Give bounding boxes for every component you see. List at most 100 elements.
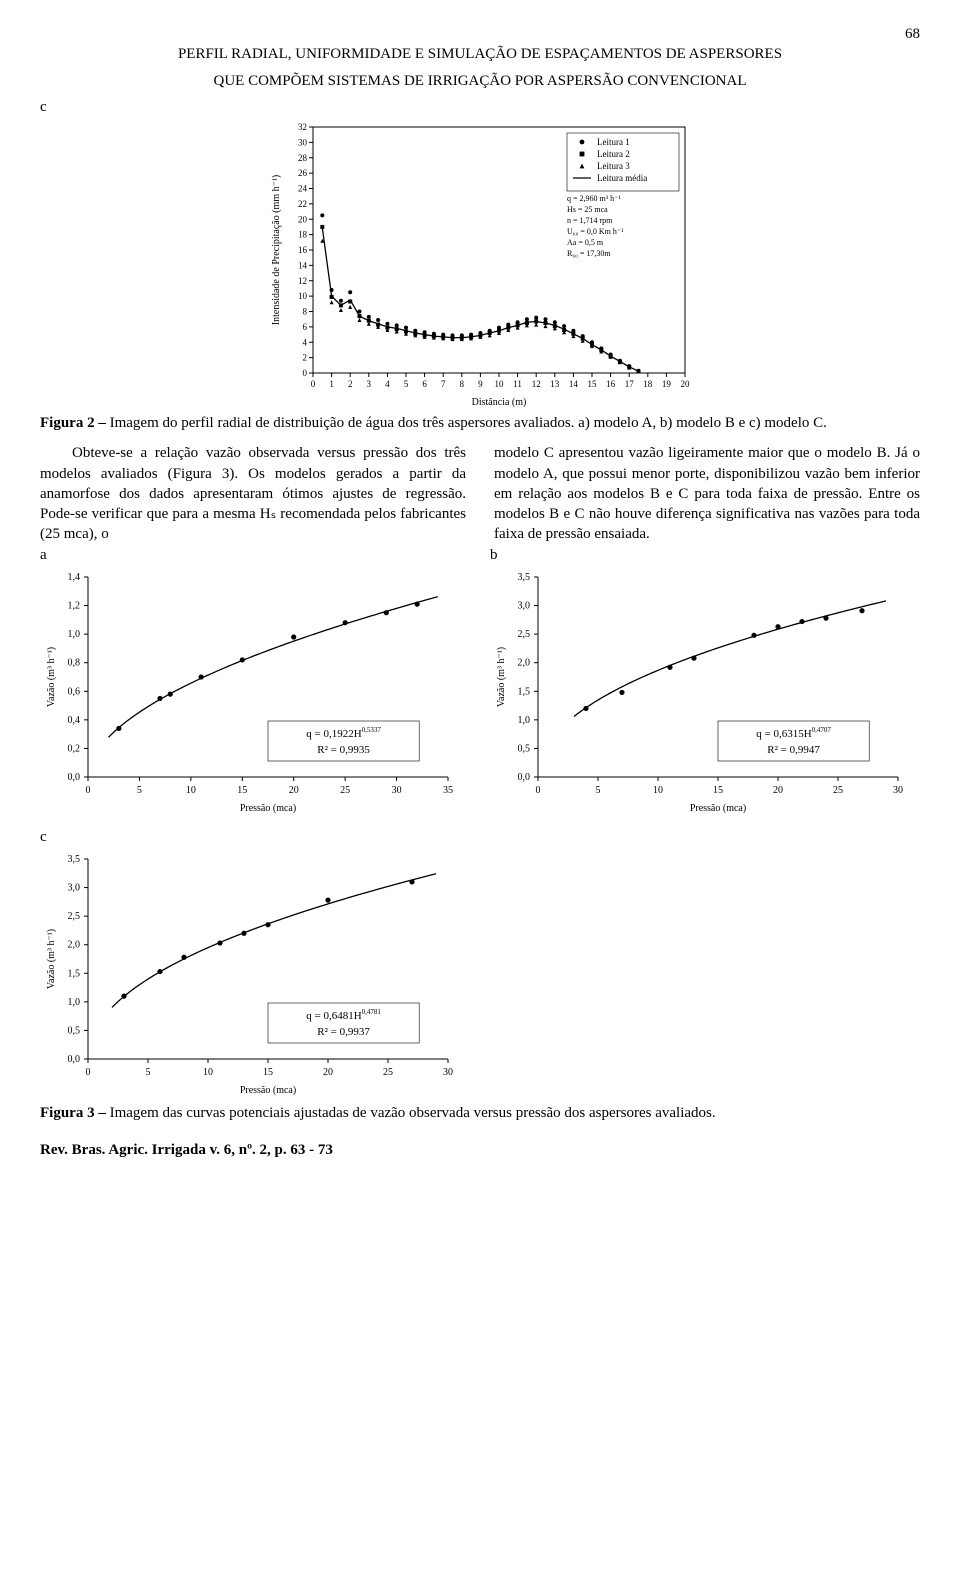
svg-text:2: 2 bbox=[348, 379, 353, 389]
svg-text:Pressão (mca): Pressão (mca) bbox=[690, 803, 746, 814]
svg-text:0,5: 0,5 bbox=[68, 1026, 81, 1037]
fig2-panel-label: c bbox=[40, 97, 920, 117]
svg-text:0,2: 0,2 bbox=[68, 743, 81, 754]
figure-3b-chart: 0510152025300,00,51,01,52,02,53,03,5Pres… bbox=[490, 567, 910, 817]
svg-text:20: 20 bbox=[289, 785, 299, 796]
svg-text:32: 32 bbox=[298, 122, 307, 132]
page-title-1: PERFIL RADIAL, UNIFORMIDADE E SIMULAÇÃO … bbox=[70, 44, 890, 64]
svg-text:10: 10 bbox=[298, 291, 308, 301]
svg-text:16: 16 bbox=[606, 379, 616, 389]
svg-text:0: 0 bbox=[536, 785, 541, 796]
svg-text:9: 9 bbox=[478, 379, 483, 389]
svg-text:3: 3 bbox=[367, 379, 372, 389]
figure-3-caption-strong: Figura 3 – bbox=[40, 1105, 110, 1121]
svg-text:R² = 0,9937: R² = 0,9937 bbox=[317, 1026, 370, 1038]
svg-text:22: 22 bbox=[298, 199, 307, 209]
svg-text:24: 24 bbox=[298, 184, 308, 194]
svg-text:1,0: 1,0 bbox=[68, 629, 81, 640]
svg-text:6: 6 bbox=[422, 379, 427, 389]
svg-text:Leitura média: Leitura média bbox=[597, 173, 647, 183]
svg-text:12: 12 bbox=[298, 276, 307, 286]
svg-text:0: 0 bbox=[311, 379, 316, 389]
svg-text:2,0: 2,0 bbox=[518, 657, 531, 668]
figure-3c-chart: 0510152025300,00,51,01,52,02,53,03,5Pres… bbox=[40, 849, 460, 1099]
svg-text:30: 30 bbox=[443, 1067, 453, 1078]
svg-text:Distância (m): Distância (m) bbox=[472, 397, 527, 408]
svg-text:18: 18 bbox=[643, 379, 653, 389]
svg-text:3,5: 3,5 bbox=[518, 572, 531, 583]
svg-text:30: 30 bbox=[298, 137, 308, 147]
svg-text:35: 35 bbox=[443, 785, 453, 796]
svg-text:3,5: 3,5 bbox=[68, 854, 81, 865]
svg-text:0,4: 0,4 bbox=[68, 715, 81, 726]
svg-text:17: 17 bbox=[625, 379, 635, 389]
svg-text:5: 5 bbox=[146, 1067, 151, 1078]
figure-2-chart: 0123456789101112131415161718192002468101… bbox=[265, 119, 695, 409]
svg-text:2: 2 bbox=[303, 353, 308, 363]
svg-text:0,5: 0,5 bbox=[518, 743, 531, 754]
svg-text:12: 12 bbox=[532, 379, 541, 389]
svg-text:18: 18 bbox=[298, 230, 308, 240]
svg-text:15: 15 bbox=[713, 785, 723, 796]
figure-2-caption: Figura 2 – Imagem do perfil radial de di… bbox=[40, 413, 920, 433]
svg-text:14: 14 bbox=[298, 260, 308, 270]
svg-text:19: 19 bbox=[662, 379, 672, 389]
svg-text:0: 0 bbox=[86, 785, 91, 796]
svg-text:5: 5 bbox=[137, 785, 142, 796]
svg-text:Vazão (m³ h⁻¹): Vazão (m³ h⁻¹) bbox=[46, 929, 57, 989]
svg-text:3,0: 3,0 bbox=[518, 600, 531, 611]
svg-text:Leitura 3: Leitura 3 bbox=[597, 161, 630, 171]
svg-text:28: 28 bbox=[298, 153, 308, 163]
svg-text:16: 16 bbox=[298, 245, 308, 255]
svg-text:q = 2,960 m³ h⁻¹: q = 2,960 m³ h⁻¹ bbox=[567, 194, 621, 203]
svg-text:10: 10 bbox=[653, 785, 663, 796]
svg-text:2,0: 2,0 bbox=[68, 940, 81, 951]
svg-text:3,0: 3,0 bbox=[68, 883, 81, 894]
page-number: 68 bbox=[40, 24, 920, 44]
svg-text:4: 4 bbox=[303, 337, 308, 347]
svg-text:1,5: 1,5 bbox=[68, 969, 81, 980]
svg-text:R² = 0,9947: R² = 0,9947 bbox=[767, 744, 820, 756]
svg-text:10: 10 bbox=[186, 785, 196, 796]
svg-text:1,4: 1,4 bbox=[68, 572, 81, 583]
journal-footer: Rev. Bras. Agric. Irrigada v. 6, nº. 2, … bbox=[40, 1140, 920, 1160]
svg-text:0,0: 0,0 bbox=[68, 772, 81, 783]
svg-text:15: 15 bbox=[588, 379, 598, 389]
svg-text:Vazão (m³ h⁻¹): Vazão (m³ h⁻¹) bbox=[46, 647, 57, 707]
svg-text:0: 0 bbox=[303, 368, 308, 378]
svg-text:20: 20 bbox=[773, 785, 783, 796]
figure-3-caption: Figura 3 – Imagem das curvas potenciais … bbox=[40, 1103, 920, 1123]
svg-text:14: 14 bbox=[569, 379, 579, 389]
svg-text:R₆₀ = 17,30m: R₆₀ = 17,30m bbox=[567, 249, 611, 258]
paragraph-right: modelo C apresentou vazão ligeiramente m… bbox=[494, 443, 920, 544]
svg-text:Leitura 1: Leitura 1 bbox=[597, 137, 630, 147]
svg-text:1: 1 bbox=[329, 379, 334, 389]
figure-2-caption-strong: Figura 2 – bbox=[40, 415, 110, 431]
svg-text:5: 5 bbox=[596, 785, 601, 796]
svg-text:Pressão (mca): Pressão (mca) bbox=[240, 1085, 296, 1096]
svg-text:26: 26 bbox=[298, 168, 308, 178]
svg-text:25: 25 bbox=[833, 785, 843, 796]
svg-text:25: 25 bbox=[340, 785, 350, 796]
svg-text:15: 15 bbox=[237, 785, 247, 796]
svg-text:11: 11 bbox=[513, 379, 522, 389]
svg-text:Aa = 0,5 m: Aa = 0,5 m bbox=[567, 238, 604, 247]
para-left-text: Obteve-se a relação vazão observada vers… bbox=[40, 445, 466, 542]
fig3a-label: a bbox=[40, 545, 470, 565]
svg-text:20: 20 bbox=[323, 1067, 333, 1078]
svg-text:10: 10 bbox=[495, 379, 505, 389]
svg-text:30: 30 bbox=[893, 785, 903, 796]
svg-text:4: 4 bbox=[385, 379, 390, 389]
svg-text:0: 0 bbox=[86, 1067, 91, 1078]
page-title-2: QUE COMPÕEM SISTEMAS DE IRRIGAÇÃO POR AS… bbox=[70, 71, 890, 91]
figure-3a-chart: 051015202530350,00,20,40,60,81,01,21,4Pr… bbox=[40, 567, 460, 817]
svg-text:20: 20 bbox=[681, 379, 691, 389]
svg-text:n = 1,714 rpm: n = 1,714 rpm bbox=[567, 216, 613, 225]
svg-text:1,0: 1,0 bbox=[518, 715, 531, 726]
svg-text:Leitura 2: Leitura 2 bbox=[597, 149, 630, 159]
svg-text:2,5: 2,5 bbox=[68, 911, 81, 922]
svg-text:8: 8 bbox=[460, 379, 465, 389]
svg-text:Hs = 25 mca: Hs = 25 mca bbox=[567, 205, 608, 214]
fig3c-label: c bbox=[40, 827, 920, 847]
svg-text:U₆₀ = 0,0 Km h⁻¹: U₆₀ = 0,0 Km h⁻¹ bbox=[567, 227, 624, 236]
